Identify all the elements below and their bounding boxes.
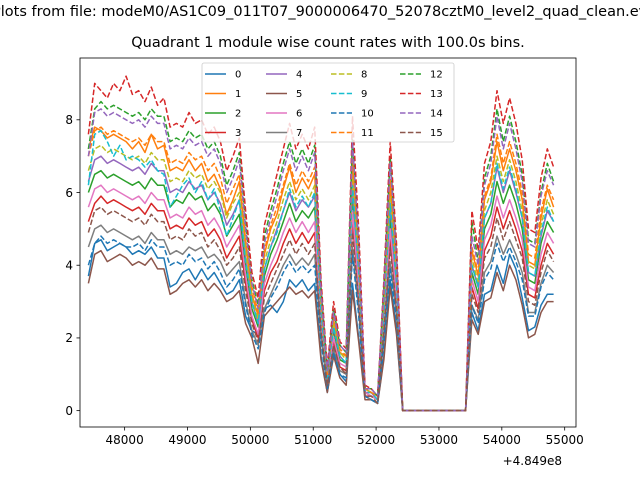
y-tick-label: 4 — [65, 259, 73, 273]
series-line-13 — [87, 75, 555, 412]
legend-label-10: 10 — [361, 109, 374, 120]
x-tick-label: 49000 — [168, 433, 206, 447]
legend-label-0: 0 — [235, 70, 241, 81]
series-line-8 — [87, 144, 555, 412]
series-line-14 — [87, 108, 555, 412]
legend-label-13: 13 — [430, 89, 443, 100]
x-offset-label: +4.849e8 — [503, 454, 562, 468]
series-line-10 — [87, 235, 555, 412]
x-tick-label: 51000 — [294, 433, 332, 447]
legend-label-3: 3 — [235, 128, 241, 139]
legend-label-9: 9 — [361, 89, 367, 100]
y-tick-label: 2 — [65, 331, 73, 345]
series-line-11 — [87, 126, 555, 412]
x-tick-label: 54000 — [483, 433, 521, 447]
legend-label-4: 4 — [296, 70, 302, 81]
legend-label-8: 8 — [361, 70, 367, 81]
x-tick-label: 50000 — [231, 433, 269, 447]
axes-frame — [79, 57, 577, 428]
chart-title: Quadrant 1 module wise count rates with … — [131, 35, 525, 51]
series-line-9 — [87, 129, 555, 412]
y-tick-label: 0 — [65, 404, 73, 418]
legend-box — [201, 62, 455, 143]
file-title: Plots from file: modeM0/AS1C09_011T07_90… — [0, 2, 640, 24]
axis-ticks: 48000 49000 50000 51000 52000 53000 54000 55000… — [65, 113, 583, 447]
legend-label-1: 1 — [235, 89, 241, 100]
legend-label-11: 11 — [361, 128, 374, 139]
series-line-15 — [87, 206, 555, 412]
x-tick-label: 48000 — [106, 433, 144, 447]
x-tick-label: 55000 — [546, 433, 584, 447]
legend-label-6: 6 — [296, 109, 302, 120]
x-tick-label: 53000 — [420, 433, 458, 447]
x-tick-label: 52000 — [357, 433, 395, 447]
legend-label-15: 15 — [430, 128, 443, 139]
legend-label-5: 5 — [296, 89, 302, 100]
legend-label-7: 7 — [296, 128, 302, 139]
y-tick-label: 6 — [65, 186, 73, 200]
legend-label-14: 14 — [430, 109, 443, 120]
file-title-text: Plots from file: modeM0/AS1C09_011T07_90… — [0, 4, 640, 20]
y-tick-label: 8 — [65, 113, 73, 127]
legend-label-2: 2 — [235, 109, 241, 120]
series-line-6 — [87, 184, 555, 412]
series-lines — [87, 75, 555, 412]
series-line-5 — [87, 249, 554, 412]
legend-label-12: 12 — [430, 70, 443, 81]
